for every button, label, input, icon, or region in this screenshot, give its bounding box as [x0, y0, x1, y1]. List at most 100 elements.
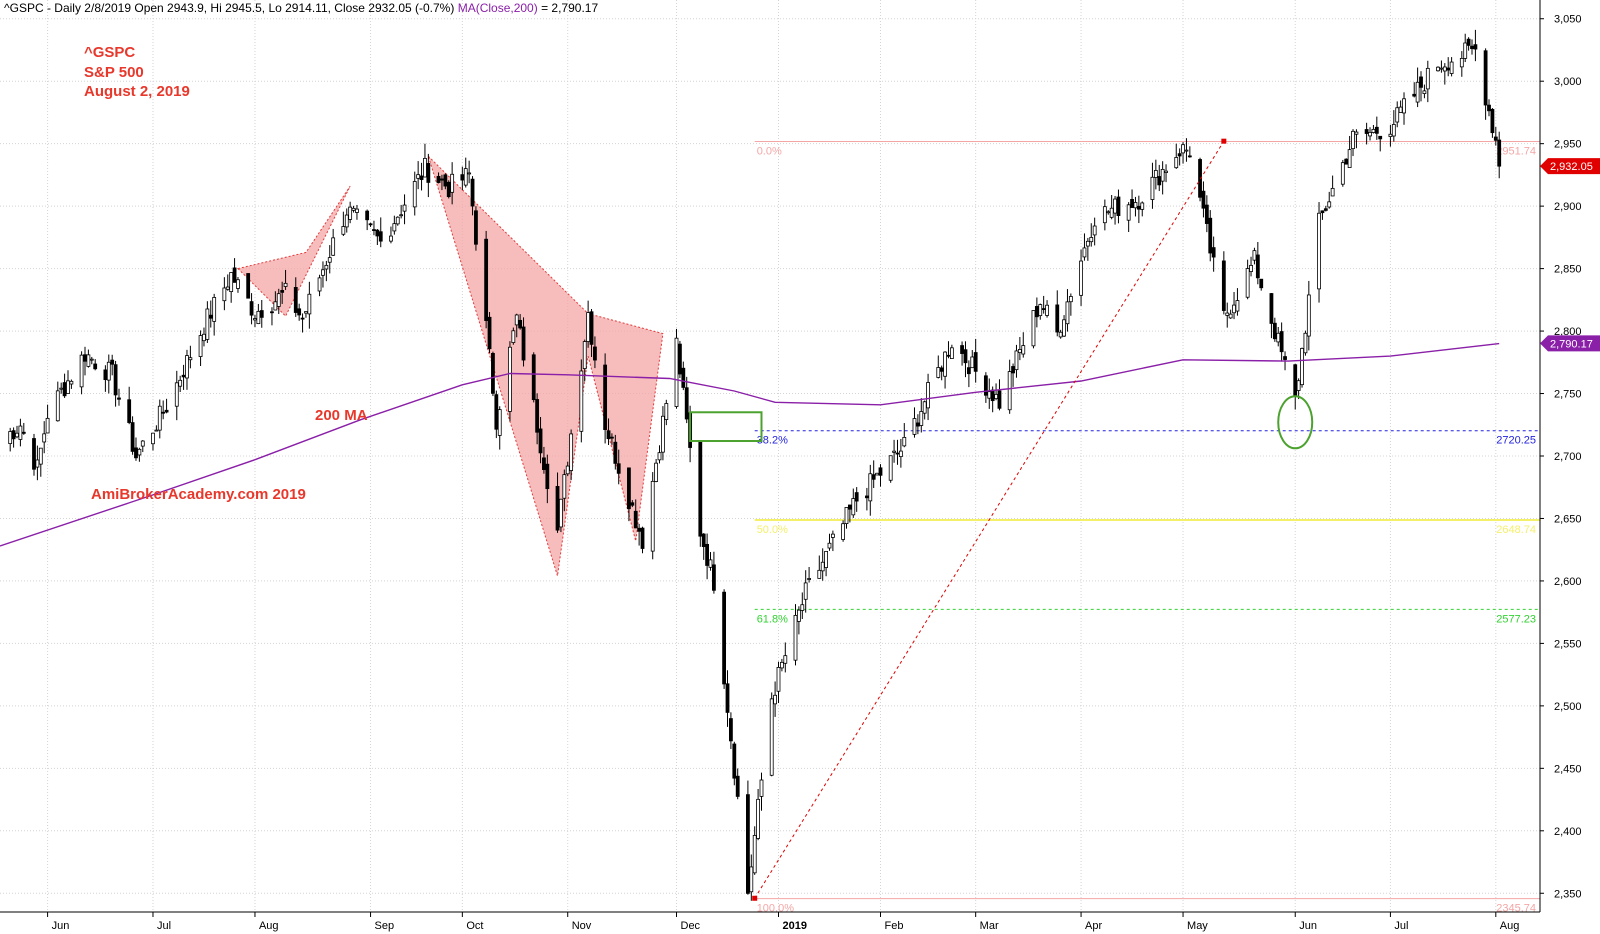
harmonic-pattern — [237, 185, 351, 317]
candle-body — [582, 341, 587, 369]
candle-body — [630, 502, 635, 506]
candle-body — [1487, 104, 1491, 112]
candle-body — [994, 393, 998, 400]
candle-body — [130, 422, 135, 452]
chart-title-bar: ^GSPC - Daily 2/8/2019 Open 2943.9, Hi 2… — [4, 1, 598, 15]
chart-header-text: ^GSPC - Daily 2/8/2019 Open 2943.9, Hi 2… — [4, 1, 455, 15]
candle-body — [807, 578, 811, 580]
y-tick-label: 2,350 — [1554, 888, 1582, 900]
y-tick-label: 2,900 — [1554, 201, 1582, 213]
candle-body — [293, 287, 298, 313]
candle-body — [222, 287, 227, 302]
candle-body — [69, 380, 74, 385]
candle-body — [824, 550, 828, 568]
candle-body — [1493, 136, 1498, 141]
ticker-annotation: ^GSPC — [84, 44, 136, 61]
y-tick-label: 2,750 — [1554, 389, 1582, 401]
candle-body — [1378, 135, 1383, 140]
candle-body — [1062, 319, 1066, 337]
candle-body — [202, 333, 206, 342]
x-tick-label: Jun — [1299, 920, 1317, 932]
candle-body — [484, 238, 489, 321]
candle-body — [1211, 247, 1216, 258]
candle-body — [1007, 371, 1012, 411]
candle-body — [1181, 144, 1185, 154]
y-tick-label: 3,050 — [1554, 14, 1582, 26]
candle-body — [164, 409, 169, 413]
candle-body — [304, 311, 308, 314]
candle-body — [593, 346, 597, 361]
candle-body — [59, 387, 64, 390]
candle-body — [1041, 308, 1046, 310]
candle-body — [1160, 168, 1165, 182]
fib-percent-label: 0.0% — [757, 145, 782, 157]
candle-body — [681, 367, 686, 388]
candle-body — [892, 450, 896, 453]
x-tick-label: Dec — [681, 920, 701, 932]
candle-body — [157, 405, 162, 431]
y-tick-label: 2,600 — [1554, 576, 1582, 588]
candle-body — [15, 432, 19, 438]
candle-body — [1374, 126, 1379, 134]
candle-body — [270, 311, 274, 314]
candle-body — [1136, 205, 1141, 210]
candle-body — [307, 293, 312, 315]
candle-body — [508, 346, 512, 412]
x-tick-label: Feb — [884, 920, 903, 932]
candle-body — [185, 355, 189, 379]
candle-body — [205, 308, 210, 340]
candle-body — [987, 391, 992, 399]
ma-annotation: 200 MA — [315, 407, 368, 424]
candle-body — [793, 614, 798, 661]
candle-body — [1439, 67, 1444, 70]
candle-body — [759, 779, 764, 797]
candle-body — [494, 394, 499, 430]
candle-body — [395, 216, 400, 225]
harmonic-pattern — [427, 155, 664, 577]
candle-body — [800, 604, 805, 611]
candle-body — [756, 798, 761, 839]
candle-body — [729, 718, 733, 742]
candle-body — [1466, 38, 1471, 46]
candle-body — [562, 474, 567, 499]
candle-body — [103, 369, 108, 381]
candle-body — [450, 173, 455, 193]
candle-body — [154, 429, 159, 432]
candle-body — [324, 264, 329, 270]
candle-body — [1317, 212, 1321, 290]
candle-body — [35, 459, 40, 468]
candle-body — [732, 743, 737, 779]
fib-percent-label: 38.2% — [757, 435, 788, 447]
candle-body — [712, 564, 716, 591]
candle-body — [1140, 202, 1145, 210]
candle-body — [198, 335, 203, 357]
candle-body — [225, 286, 230, 290]
candle-body — [511, 330, 516, 343]
candle-body — [1021, 345, 1026, 355]
candle-body — [1130, 199, 1134, 208]
candle-body — [246, 273, 251, 299]
candle-body — [1306, 294, 1311, 337]
candle-body — [174, 382, 179, 407]
candle-body — [1164, 170, 1168, 173]
fib-percent-label: 61.8% — [757, 613, 788, 625]
candle-body — [970, 356, 975, 369]
candle-body — [535, 399, 540, 433]
candle-body — [117, 397, 121, 400]
candle-body — [545, 463, 550, 490]
candle-body — [106, 361, 111, 381]
y-tick-label: 2,800 — [1554, 326, 1582, 338]
candle-body — [983, 375, 988, 396]
candle-body — [1082, 247, 1087, 258]
candle-body — [21, 431, 26, 434]
candle-body — [637, 527, 642, 532]
candle-body — [1300, 348, 1304, 386]
candle-body — [426, 163, 431, 183]
candle-body — [300, 317, 305, 320]
candle-body — [1017, 349, 1022, 354]
candle-body — [902, 437, 907, 447]
candle-body — [89, 358, 94, 361]
candle-body — [895, 452, 900, 455]
price-tag — [1540, 158, 1600, 175]
ma200-line — [0, 342, 1500, 547]
